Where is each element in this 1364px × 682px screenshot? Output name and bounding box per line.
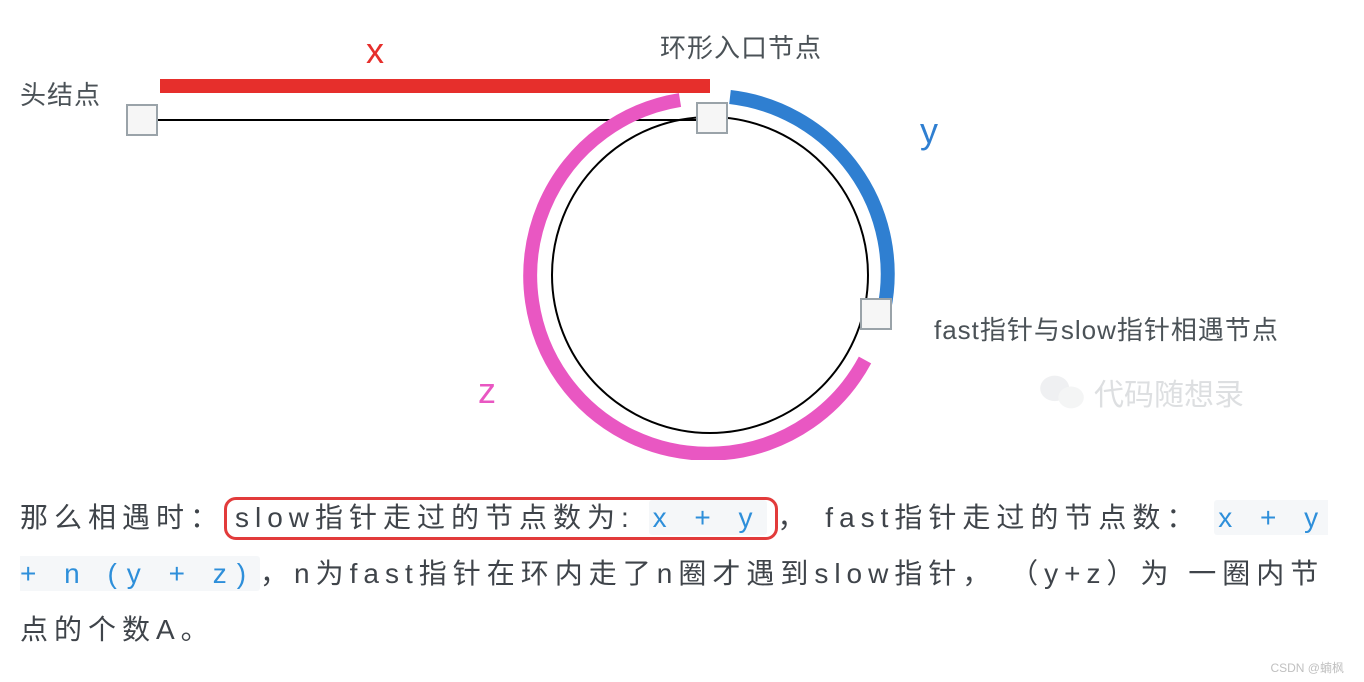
wechat-watermark: 代码随想录 — [1040, 370, 1244, 414]
csdn-watermark: CSDN @蝻枫 — [1270, 659, 1344, 676]
segment-y-label: y — [920, 110, 938, 152]
text-prefix: 那么相遇时： — [20, 502, 224, 533]
explanation-text: 那么相遇时：slow指针走过的节点数为: x + y， fast指针走过的节点数… — [20, 490, 1344, 658]
watermark-text: 代码随想录 — [1094, 370, 1244, 414]
code-slow-dist: x + y — [649, 500, 767, 535]
meeting-node — [860, 298, 892, 330]
segment-x-label: x — [366, 30, 384, 72]
meet-label: fast指针与slow指针相遇节点 — [934, 310, 1279, 347]
text-mid: ， fast指针走过的节点数： — [778, 502, 1215, 533]
wechat-icon — [1040, 372, 1084, 412]
head-node — [126, 104, 158, 136]
cycle-entry-node — [696, 102, 728, 134]
head-label: 头结点 — [20, 75, 101, 112]
highlight-slow-formula: slow指针走过的节点数为: x + y — [224, 497, 778, 540]
segment-z-label: z — [478, 370, 496, 412]
entry-label: 环形入口节点 — [660, 28, 822, 65]
